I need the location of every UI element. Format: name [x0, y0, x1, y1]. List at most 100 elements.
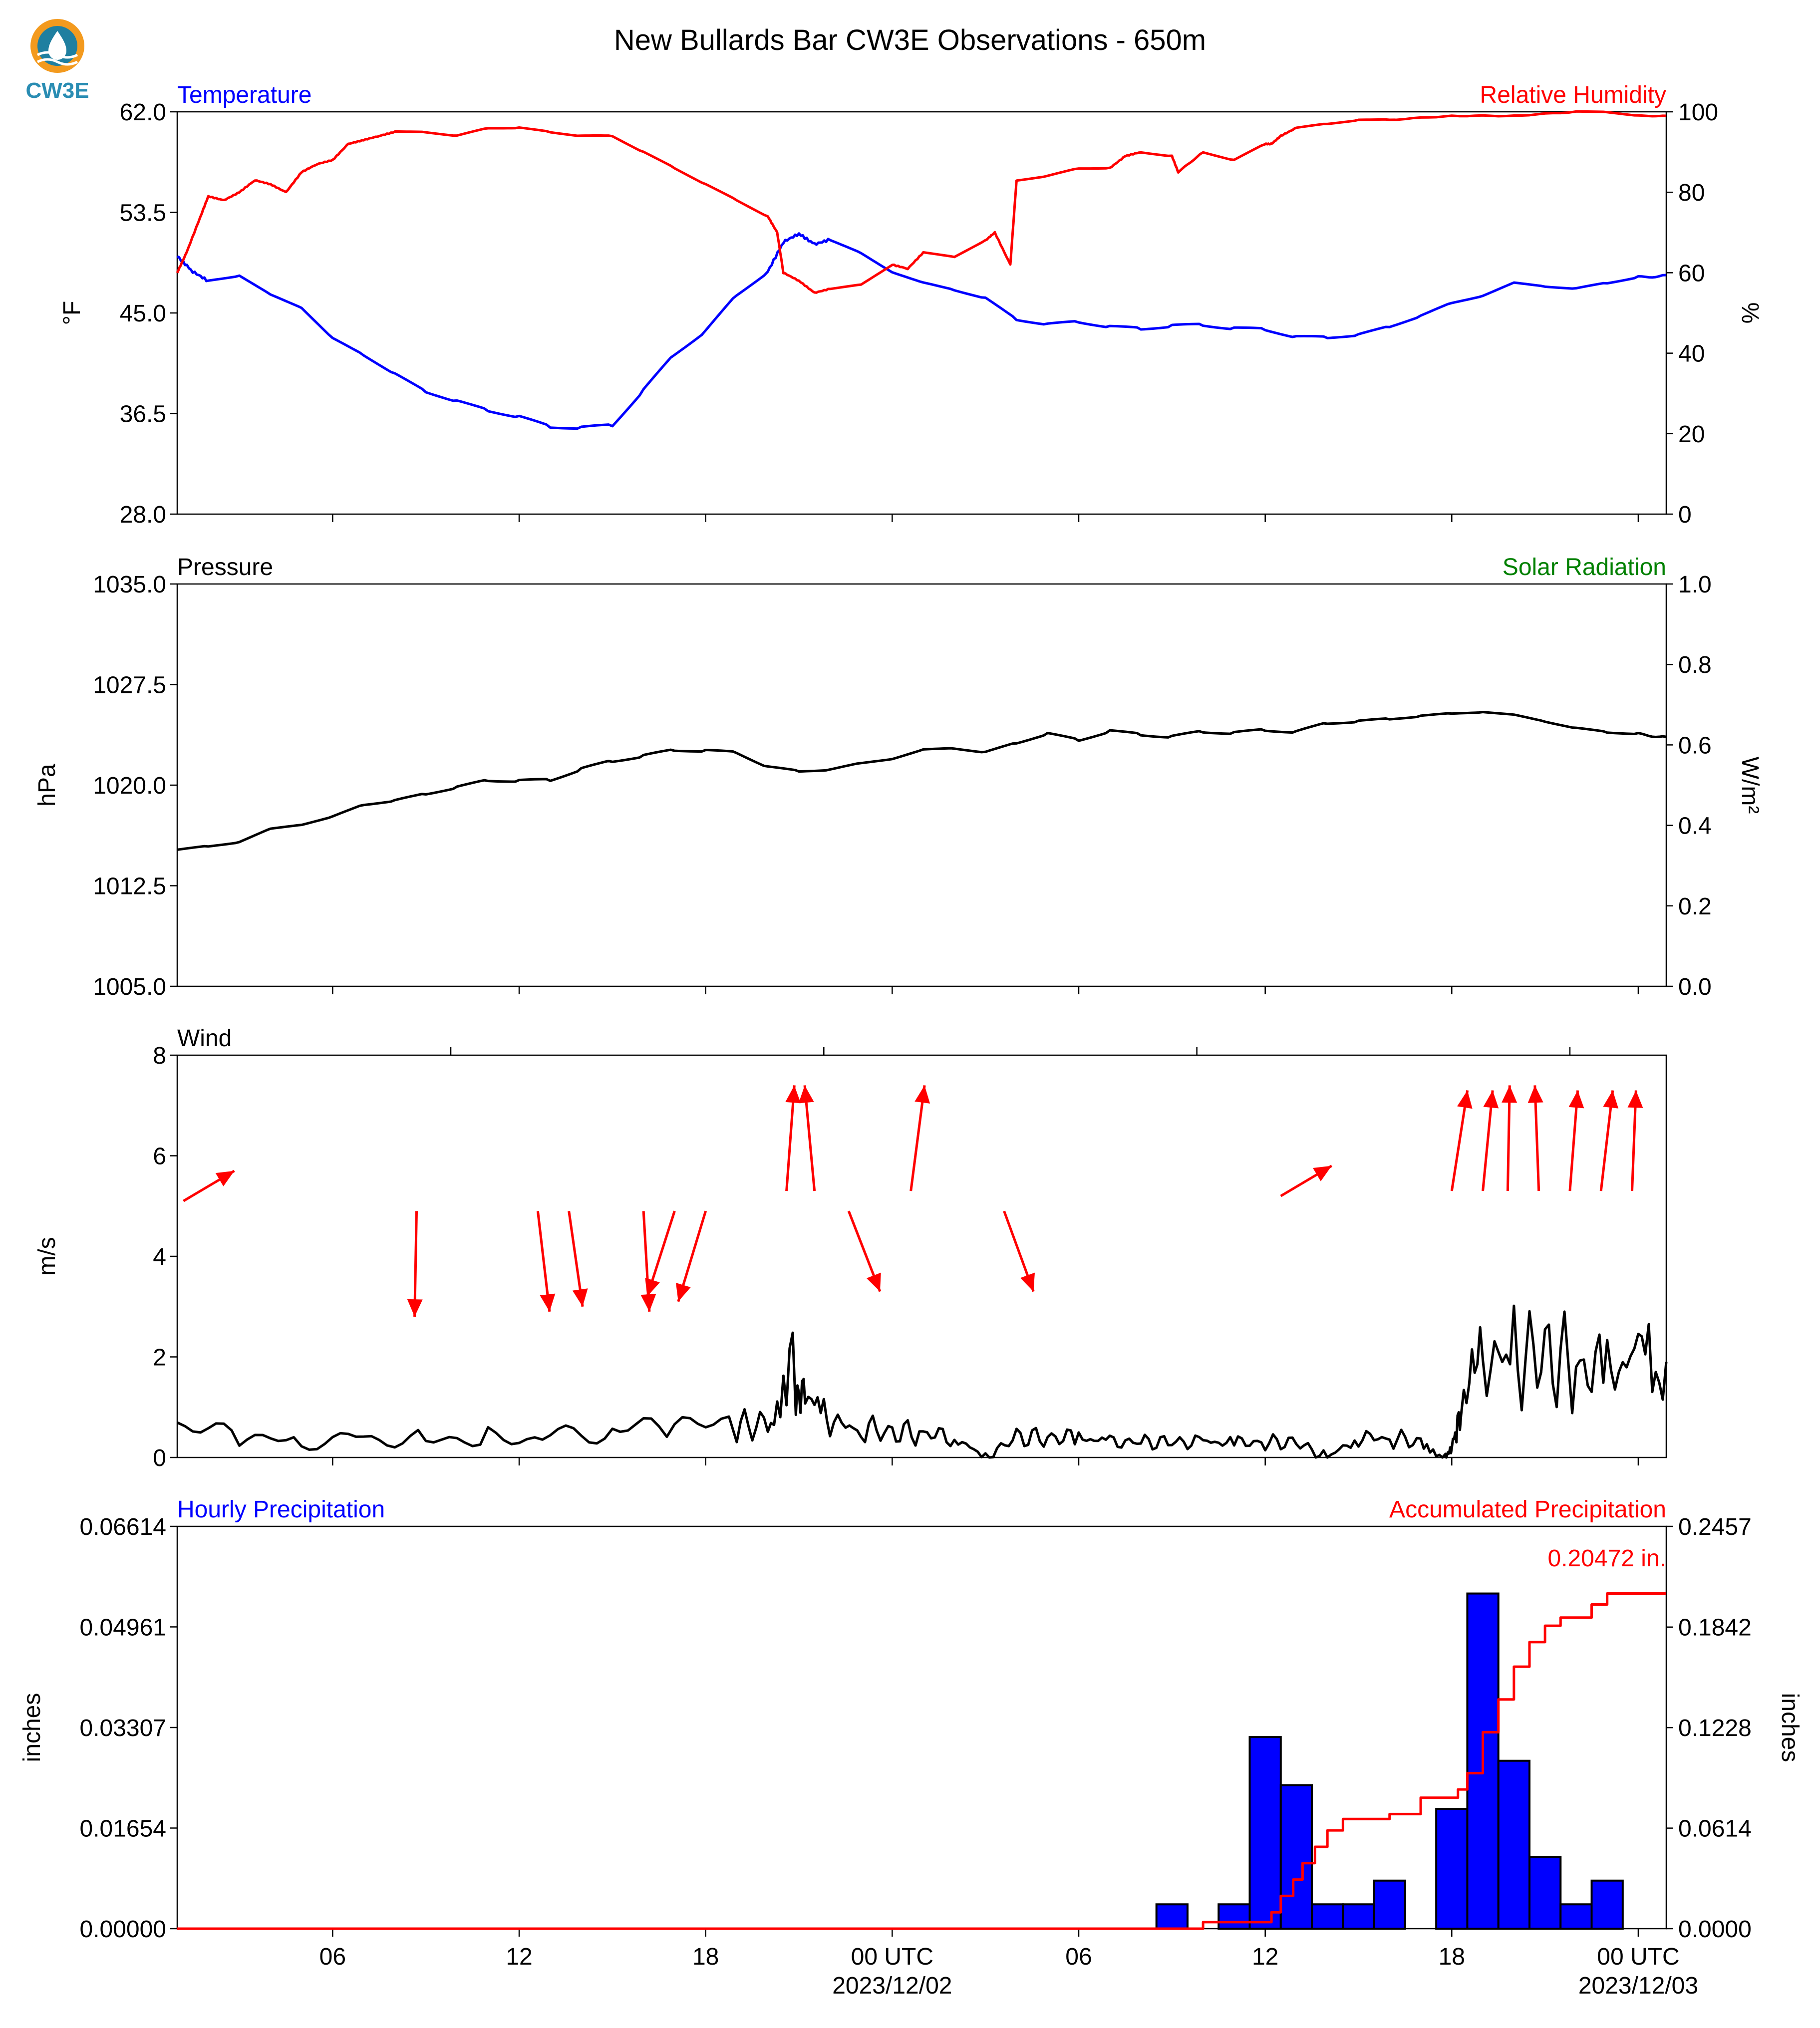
x-tick-label: 06 [1065, 1944, 1092, 1970]
wind-arrow-head [572, 1288, 588, 1307]
series-line-pressure [177, 711, 1667, 851]
x-date-label: 2023/12/02 [832, 1973, 952, 1999]
x-tick-label: 00 UTC [851, 1944, 933, 1970]
y-tick-label: 6 [153, 1144, 166, 1170]
wind-arrow-head [1483, 1090, 1499, 1109]
y2-tick-label: 40 [1678, 341, 1705, 367]
wind-arrow-shaft [785, 1085, 796, 1191]
wind-arrow-head [645, 1277, 660, 1297]
y2-tick-label: 0.2 [1678, 893, 1712, 920]
y-axis-label: m/s [34, 1237, 60, 1275]
y-tick-label: 0.04961 [79, 1614, 166, 1641]
y-axis-label: hPa [34, 764, 60, 807]
precip-bar [1217, 1903, 1251, 1930]
wind-arrow [568, 1210, 588, 1307]
y-tick-label: 45.0 [120, 300, 166, 327]
panel-right-label: Relative Humidity [1480, 82, 1666, 108]
y-tick-label: 36.5 [120, 401, 166, 428]
panel-precip: 0.00000 0.01654 0.03307 0.04961 0.06614 0.000… [19, 1496, 1803, 1943]
y2-tick-label: 0.1842 [1678, 1615, 1752, 1641]
y-tick-label: 1035.0 [93, 572, 166, 598]
wind-arrow [1482, 1090, 1499, 1191]
precip-bar [1590, 1879, 1624, 1930]
panel-left-label: Temperature [177, 82, 311, 108]
wind-arrow [1627, 1090, 1643, 1191]
panel-left-label: Wind [177, 1025, 232, 1052]
y2-tick-label: 60 [1678, 260, 1705, 287]
y-tick-label: 0.00000 [79, 1916, 166, 1943]
plot-frame [176, 583, 1667, 987]
x-tick-label: 18 [692, 1944, 719, 1970]
wind-arrow [910, 1085, 930, 1191]
wind-arrow-shaft [803, 1085, 816, 1191]
precip-bar [1559, 1903, 1593, 1930]
wind-arrow-head [866, 1272, 881, 1292]
x-tick-label: 12 [1252, 1944, 1278, 1970]
panel-left-label: Hourly Precipitation [177, 1496, 385, 1523]
y2-tick-label: 100 [1678, 99, 1718, 126]
y2-tick-label: 0 [1678, 502, 1692, 528]
y-tick-label: 0.01654 [79, 1815, 166, 1842]
wind-arrow-head [675, 1282, 691, 1302]
panel-right-label: Solar Radiation [1503, 554, 1666, 580]
wind-arrow [1527, 1085, 1543, 1191]
wind-arrow-head [1502, 1085, 1517, 1103]
precip-bar [1155, 1903, 1189, 1930]
wind-arrow [785, 1085, 801, 1191]
wind-arrow-head [914, 1085, 930, 1104]
panel-right-label: Accumulated Precipitation [1389, 1496, 1666, 1523]
panel-left-label: Pressure [177, 554, 273, 580]
y-tick-label: 0.03307 [79, 1715, 166, 1741]
y2-axis-label: % [1737, 302, 1763, 324]
y-tick-label: 1027.5 [93, 672, 166, 699]
logo-text: CW3E [25, 78, 89, 103]
y2-tick-label: 0.4 [1678, 813, 1712, 840]
x-tick-label: 18 [1439, 1944, 1465, 1970]
y-tick-label: 53.5 [120, 200, 166, 227]
cw3e-logo: CW3E [25, 19, 89, 103]
wind-arrow-head [785, 1085, 801, 1104]
y2-tick-label: 0.8 [1678, 652, 1712, 678]
wind-arrow-head [1457, 1090, 1473, 1109]
y2-tick-label: 0.0 [1678, 974, 1712, 1000]
wind-arrow [1599, 1090, 1619, 1191]
wind-arrow-head [540, 1293, 556, 1312]
wind-arrow [536, 1211, 556, 1312]
figure-title: New Bullards Bar CW3E Observations - 650… [614, 24, 1206, 56]
y2-tick-label: 1.0 [1678, 572, 1712, 598]
wind-arrow [1003, 1210, 1035, 1292]
wind-arrow-head [1020, 1272, 1035, 1292]
precip-bar [1248, 1736, 1282, 1930]
wind-arrow-head [407, 1299, 423, 1317]
x-tick-label: 00 UTC [1597, 1944, 1679, 1970]
precip-bar [1342, 1903, 1375, 1930]
precip-bar [1311, 1903, 1344, 1930]
wind-arrow-shaft [910, 1085, 926, 1191]
y-tick-label: 0.06614 [79, 1514, 166, 1540]
wind-arrow [847, 1210, 882, 1292]
wind-arrow [798, 1085, 816, 1191]
wind-arrow-head [215, 1170, 235, 1186]
wind-arrow [407, 1211, 423, 1317]
wind-arrow-shaft [1506, 1085, 1511, 1191]
accumulated-total-label: 0.20472 in. [1547, 1545, 1666, 1572]
y-tick-label: 1012.5 [93, 873, 166, 900]
y-tick-label: 62.0 [120, 99, 166, 126]
x-date-label: 2023/12/03 [1578, 1973, 1698, 1999]
y-tick-label: 0 [153, 1445, 166, 1471]
wind-arrow [1450, 1090, 1473, 1191]
wind-arrow [1280, 1164, 1333, 1197]
plot-frame [176, 111, 1667, 515]
wind-arrow-head [1313, 1165, 1332, 1181]
wind-arrow-head [640, 1294, 656, 1312]
y2-tick-label: 0.2457 [1678, 1514, 1752, 1540]
panel-temp_rh: 28.0 36.5 45.0 53.5 62.0 0 20 40 60 80 100 Temperat… [59, 82, 1763, 528]
y-tick-label: 4 [153, 1244, 166, 1270]
wind-arrow [1568, 1090, 1584, 1191]
y-tick-label: 1020.0 [93, 773, 166, 799]
wind-arrow-shaft [1533, 1085, 1540, 1191]
y-tick-label: 1005.0 [93, 974, 166, 1000]
wind-arrow-head [798, 1085, 814, 1104]
wind-arrow [1502, 1085, 1517, 1191]
